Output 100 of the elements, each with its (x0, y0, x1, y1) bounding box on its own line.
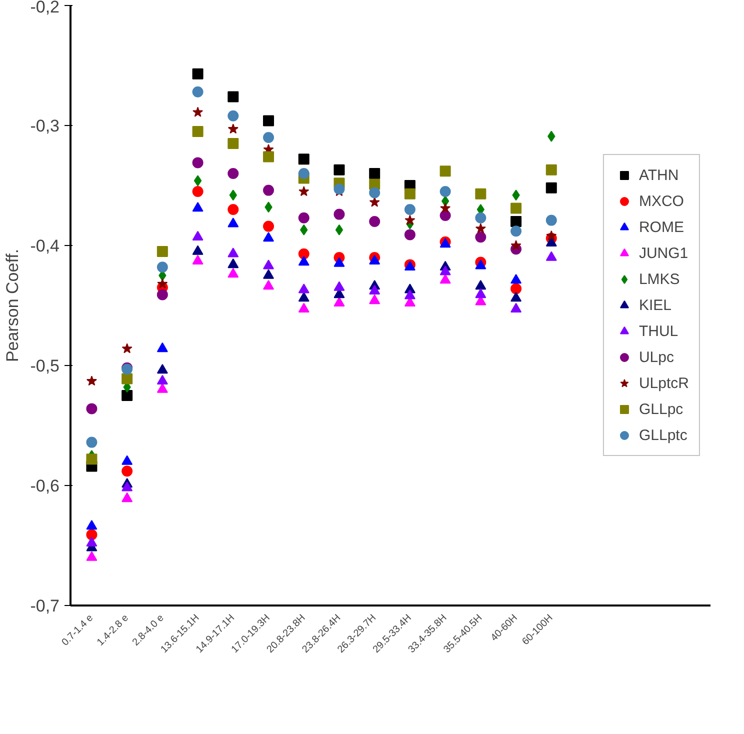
point (156, 246, 168, 257)
point (475, 288, 486, 298)
point (156, 364, 168, 374)
point (122, 373, 133, 384)
point (298, 168, 310, 179)
point (369, 254, 380, 264)
point (228, 168, 239, 179)
point (475, 280, 486, 290)
legend-label: ATHN (638, 166, 679, 184)
point (156, 342, 168, 352)
y-tick-label: -0,2 (30, 0, 60, 16)
point (369, 216, 380, 227)
y-tick-label: -0,4 (30, 236, 60, 256)
point (298, 256, 310, 266)
point (228, 91, 239, 102)
point (334, 164, 345, 176)
point (192, 68, 204, 80)
legend-label: GLLptc (638, 426, 688, 444)
legend-label: JUNG1 (638, 244, 688, 262)
point (475, 223, 486, 234)
point (263, 269, 274, 279)
point (192, 202, 204, 212)
point (192, 230, 204, 240)
point (228, 218, 239, 228)
point (369, 196, 380, 207)
legend-label: THUL (638, 322, 678, 340)
legend-label: LMKS (638, 270, 680, 288)
point (510, 283, 522, 294)
point (546, 214, 557, 226)
point (369, 284, 380, 294)
point (192, 157, 204, 168)
point (475, 188, 486, 200)
point (263, 220, 274, 232)
point (228, 258, 239, 268)
point (510, 302, 522, 312)
point (86, 454, 98, 465)
point (334, 296, 345, 306)
point (122, 466, 133, 477)
point (440, 202, 451, 213)
legend-label: ROME (638, 218, 684, 236)
legend-label: ULpc (638, 348, 674, 366)
point (192, 106, 204, 117)
point (335, 224, 344, 236)
point (86, 403, 98, 414)
y-tick-label: -0,7 (30, 596, 60, 616)
point (122, 343, 132, 354)
y-axis-title: Pearson Coeff. (3, 248, 22, 362)
y-tick-label: -0,3 (30, 116, 60, 136)
point (263, 232, 274, 242)
point (440, 266, 451, 276)
point (475, 232, 486, 243)
point (334, 184, 345, 195)
point (228, 248, 239, 258)
point (546, 251, 557, 261)
point (510, 292, 522, 302)
point (263, 260, 274, 270)
point (298, 284, 310, 294)
point (369, 168, 380, 179)
point (510, 202, 522, 214)
point (404, 229, 416, 240)
point (334, 257, 345, 267)
point (228, 268, 239, 278)
point (369, 294, 380, 304)
point (192, 126, 204, 137)
point (298, 302, 310, 312)
point (298, 248, 310, 260)
point (86, 529, 98, 540)
point (510, 216, 522, 227)
point (510, 274, 522, 284)
point (404, 290, 416, 300)
point (298, 154, 310, 165)
point (192, 86, 204, 98)
point (440, 274, 451, 284)
point (404, 214, 416, 225)
y-tick-label: -0,5 (30, 356, 60, 376)
legend-label: ULptcR (638, 374, 689, 392)
point (228, 204, 239, 215)
point (298, 292, 310, 302)
point (404, 188, 416, 200)
point (298, 212, 310, 224)
legend-label: MXCO (638, 192, 684, 210)
point (192, 186, 204, 197)
point (263, 184, 274, 196)
point (404, 204, 416, 215)
point (122, 455, 133, 465)
point (228, 124, 238, 134)
point (228, 110, 239, 122)
point (440, 186, 451, 197)
point (546, 164, 557, 176)
point (510, 226, 522, 237)
point (86, 376, 97, 386)
point (192, 254, 204, 264)
point (156, 262, 168, 273)
point (228, 138, 239, 149)
point (263, 280, 274, 290)
point (369, 187, 380, 198)
point (263, 151, 274, 162)
point (122, 492, 133, 502)
point (86, 436, 98, 448)
point (86, 520, 98, 530)
